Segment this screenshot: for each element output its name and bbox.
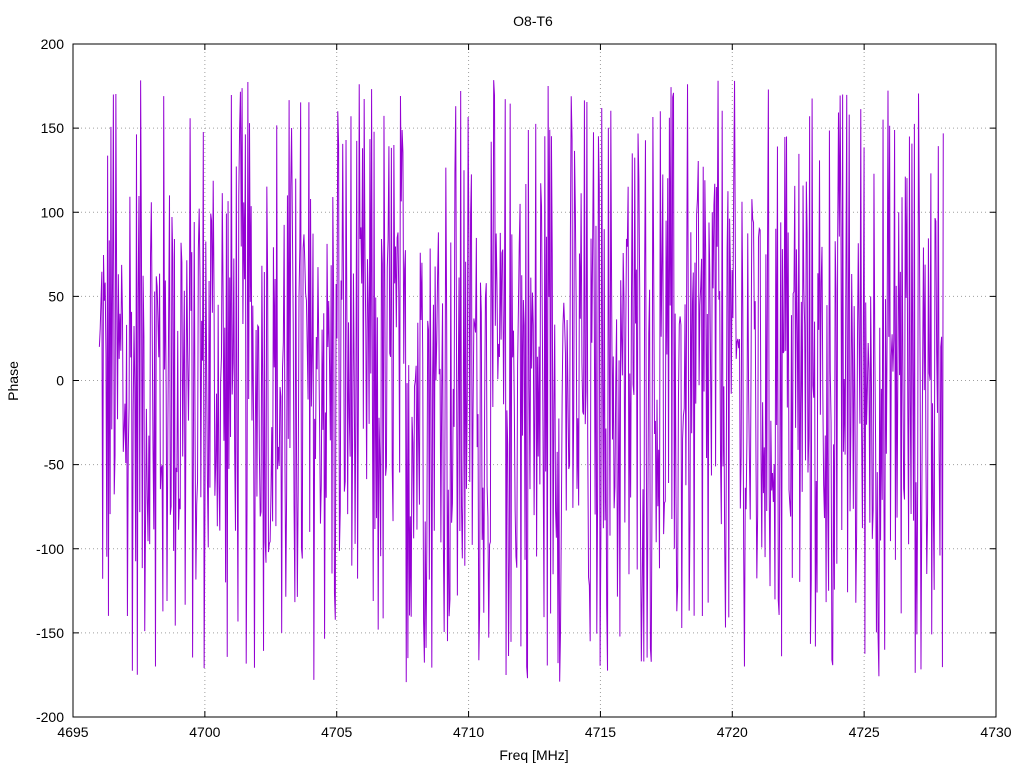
x-tick-label: 4705 [321,724,352,740]
y-tick-label: -50 [44,457,64,473]
y-tick-label: -200 [36,709,64,725]
x-tick-label: 4725 [849,724,880,740]
x-tick-label: 4715 [585,724,616,740]
plot-frame [72,43,997,718]
x-tick-labels: 4695 4700 4705 4710 4715 4720 4725 4730 [57,724,1011,740]
y-tick-label: 0 [56,373,64,389]
x-tick-label: 4700 [189,724,220,740]
y-tick-label: -100 [36,541,64,557]
x-tick-label: 4695 [57,724,88,740]
x-tick-label: 4720 [717,724,748,740]
x-tick-label: 4730 [980,724,1011,740]
y-tick-label: 200 [41,36,65,52]
phase-series-line [98,80,944,683]
y-tick-label: 100 [41,204,65,220]
y-tick-label: 50 [48,288,64,304]
y-axis-label: Phase [5,361,21,401]
data-series [98,80,944,683]
y-tick-labels: -200 -150 -100 -50 0 50 100 150 200 [36,36,64,725]
x-tick-label: 4710 [453,724,484,740]
chart-title: O8-T6 [513,13,553,29]
y-tick-label: -150 [36,625,64,641]
y-tick-label: 150 [41,120,65,136]
x-axis-label: Freq [MHz] [499,747,568,763]
